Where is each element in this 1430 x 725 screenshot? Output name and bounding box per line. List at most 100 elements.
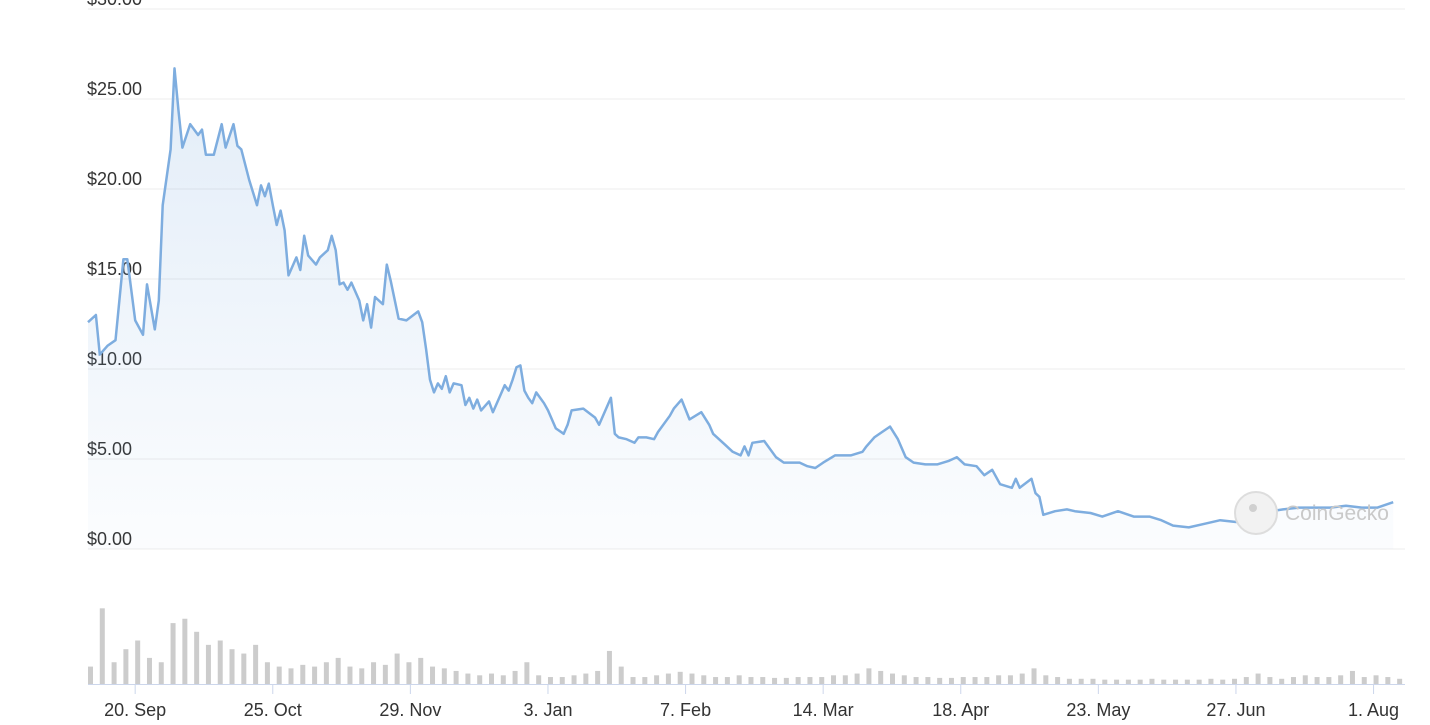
volume-bar — [1314, 677, 1320, 684]
volume-bar — [677, 671, 683, 684]
volume-bar — [1279, 678, 1285, 684]
volume-bar — [1125, 679, 1131, 684]
volume-bar — [406, 662, 412, 684]
volume-bar — [1196, 679, 1202, 684]
volume-bar — [1208, 678, 1214, 684]
volume-bar — [382, 664, 388, 684]
volume-bar — [665, 673, 671, 684]
volume-bar — [1007, 675, 1013, 684]
volume-bar — [135, 640, 141, 684]
x-tick-label: 27. Jun — [1206, 700, 1265, 720]
volume-bar — [300, 664, 306, 684]
volume-bar — [418, 657, 424, 684]
volume-bar — [123, 649, 129, 684]
volume-bar — [253, 644, 259, 684]
volume-bar — [1173, 679, 1179, 684]
volume-bar — [170, 623, 176, 684]
volume-bar — [654, 675, 660, 684]
watermark-logo — [1234, 491, 1278, 535]
volume-bar — [99, 608, 105, 684]
volume-bar — [937, 677, 943, 684]
volume-bar — [866, 668, 872, 684]
volume-bar — [925, 677, 931, 684]
volume-bar — [1161, 679, 1167, 684]
volume-bar — [1078, 678, 1084, 684]
x-tick-label: 7. Feb — [660, 700, 711, 720]
x-tick-label: 20. Sep — [104, 700, 166, 720]
volume-bar — [488, 673, 494, 684]
volume-bar — [323, 662, 329, 684]
volume-bar — [394, 653, 400, 684]
volume-bar — [1267, 677, 1273, 684]
volume-bar — [1031, 668, 1037, 684]
volume-bar — [736, 675, 742, 684]
volume-bar — [88, 666, 93, 684]
volume-bar — [1220, 679, 1226, 684]
volume-bar — [748, 677, 754, 684]
x-tick-label: 23. May — [1066, 700, 1130, 720]
volume-bar — [441, 668, 447, 684]
volume-bar — [1397, 678, 1403, 684]
x-tick-label: 18. Apr — [932, 700, 989, 720]
volume-bar — [430, 666, 436, 684]
volume-bar — [1090, 678, 1096, 684]
volume-bar — [1149, 678, 1155, 684]
volume-bar — [1184, 679, 1190, 684]
volume-bar — [229, 649, 235, 684]
volume-bar — [288, 668, 294, 684]
volume-bar — [913, 677, 919, 684]
x-tick-label: 3. Jan — [523, 700, 572, 720]
watermark-eye — [1249, 504, 1257, 512]
volume-bar — [618, 666, 624, 684]
volume-bar — [465, 673, 471, 684]
volume-bar — [724, 677, 730, 684]
volume-bar — [854, 673, 860, 684]
volume-bar — [630, 677, 636, 684]
volume-bar — [606, 650, 612, 684]
volume-bar — [146, 657, 152, 684]
volume-bar — [701, 675, 707, 684]
price-area — [88, 68, 1394, 550]
volume-bar — [960, 677, 966, 684]
volume-bar — [371, 662, 377, 684]
volume-bar — [264, 662, 270, 684]
volume-bar — [111, 662, 117, 684]
volume-bar — [1043, 675, 1049, 684]
x-tick-label: 14. Mar — [793, 700, 854, 720]
volume-bar — [819, 677, 825, 684]
volume-bar — [477, 675, 483, 684]
volume-bar — [831, 675, 837, 684]
volume-bar — [1338, 675, 1344, 684]
volume-bar — [182, 618, 188, 684]
volume-bar — [1137, 679, 1143, 684]
volume-bar — [1114, 679, 1120, 684]
volume-bar — [1385, 677, 1391, 684]
volume-bar — [1243, 677, 1249, 684]
x-tick-label: 29. Nov — [379, 700, 441, 720]
volume-bar — [1102, 679, 1108, 684]
volume-bar — [241, 653, 247, 684]
volume-bar — [276, 666, 282, 684]
volume-bar — [1290, 677, 1296, 684]
x-tick-label: 1. Aug — [1348, 700, 1399, 720]
volume-bar — [1361, 677, 1367, 684]
volume-bar — [524, 662, 530, 684]
volume-bar — [772, 677, 778, 684]
volume-bar — [1019, 673, 1025, 684]
volume-bar — [571, 675, 577, 684]
volume-bar — [689, 673, 695, 684]
volume-bar — [205, 644, 211, 684]
volume-bar — [1373, 675, 1379, 684]
volume-bar — [948, 677, 954, 684]
volume-bar — [1066, 678, 1072, 684]
volume-bar — [972, 677, 978, 684]
volume-bar — [760, 677, 766, 684]
volume-bar — [217, 640, 223, 684]
volume-bar — [842, 675, 848, 684]
volume-bar — [984, 677, 990, 684]
volume-bar — [595, 670, 601, 684]
volume-bar — [1326, 677, 1332, 684]
volume-bar — [512, 670, 518, 684]
volume-bar — [795, 677, 801, 684]
